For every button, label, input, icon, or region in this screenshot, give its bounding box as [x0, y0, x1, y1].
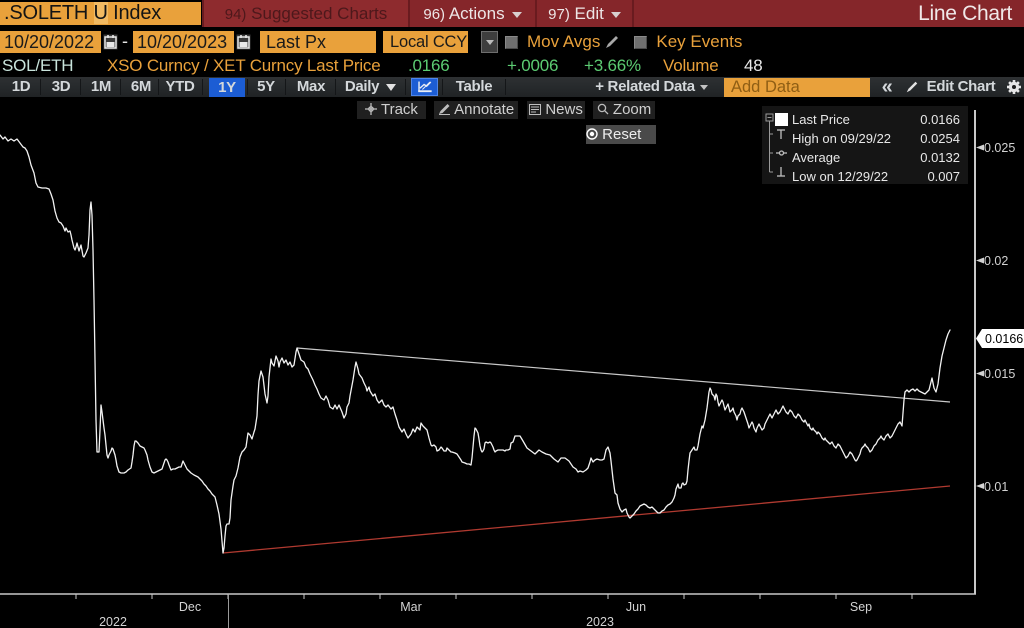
svg-text:0.025: 0.025 [984, 141, 1015, 155]
svg-text:Sep: Sep [850, 600, 872, 614]
svg-text:Dec: Dec [179, 600, 201, 614]
svg-text:2022: 2022 [99, 615, 127, 628]
svg-text:Mar: Mar [400, 600, 422, 614]
svg-text:0.0166: 0.0166 [985, 332, 1023, 346]
svg-text:0.02: 0.02 [984, 254, 1008, 268]
svg-text:0.01: 0.01 [984, 480, 1008, 494]
svg-text:0.015: 0.015 [984, 367, 1015, 381]
svg-text:Jun: Jun [626, 600, 646, 614]
svg-text:2023: 2023 [586, 615, 614, 628]
